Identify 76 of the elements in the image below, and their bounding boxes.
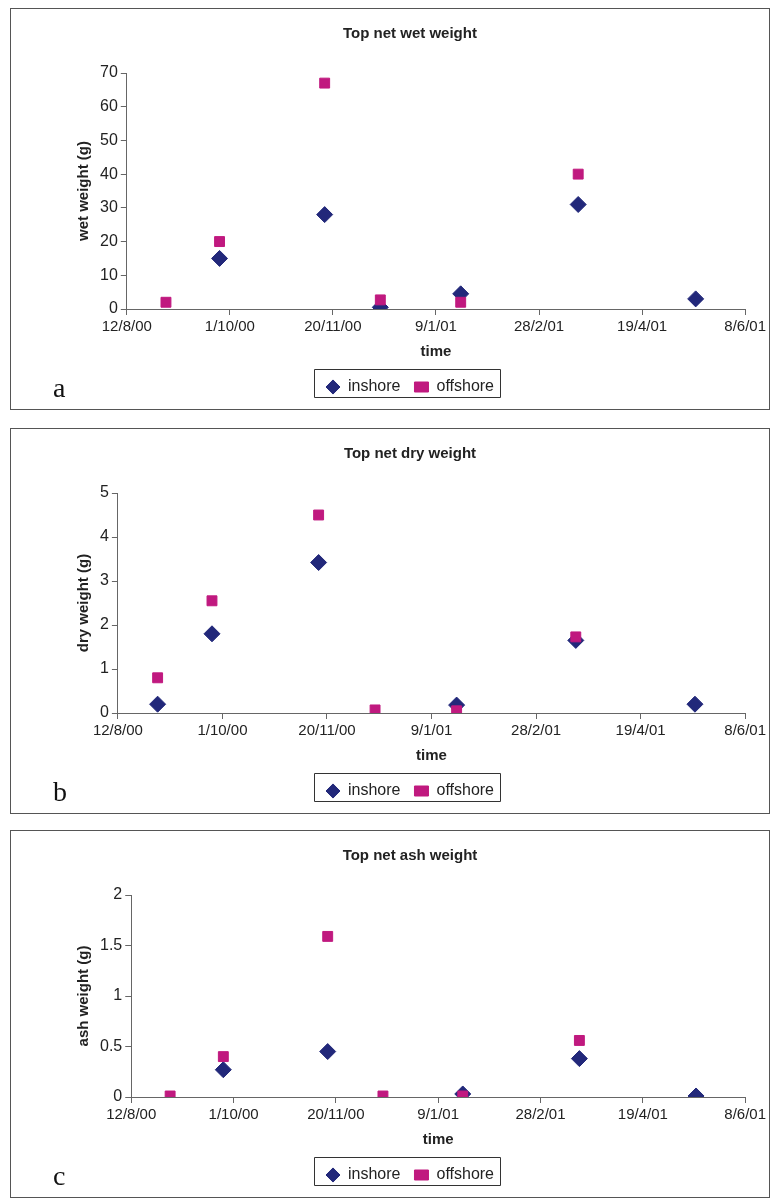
y-tick-label: 2 <box>113 885 123 903</box>
y-tick-label: 1 <box>99 659 109 677</box>
x-tick-label: 1/10/00 <box>204 317 255 335</box>
y-tick-label: 3 <box>99 571 109 589</box>
x-tick-label: 1/10/00 <box>197 721 248 739</box>
y-tick-label: 2 <box>99 615 109 633</box>
y-tick-label: 50 <box>100 130 118 148</box>
y-axis-title: dry weight (g) <box>74 553 92 653</box>
x-tick-label: 12/8/00 <box>101 317 152 335</box>
x-tick-label: 9/1/01 <box>410 721 453 739</box>
x-tick-label: 9/1/01 <box>417 1105 460 1123</box>
x-axis-title: time <box>420 342 452 360</box>
y-tick-label: 40 <box>100 164 118 182</box>
x-tick-label: 8/6/01 <box>724 1105 767 1123</box>
text: b <box>53 776 67 807</box>
legend-label: inshore <box>348 1165 401 1183</box>
y-tick-label: 1.5 <box>99 935 123 953</box>
y-axis-title: wet weight (g) <box>74 141 92 242</box>
x-tick-label: 9/1/01 <box>415 317 457 335</box>
y-tick-label: 20 <box>100 231 118 249</box>
y-tick-label: 4 <box>99 527 109 545</box>
y-tick-label: 0 <box>113 1087 123 1105</box>
chart-title: Top net dry weight <box>343 444 477 462</box>
x-tick-label: 8/6/01 <box>724 317 767 335</box>
x-tick-label: 12/8/00 <box>92 721 143 739</box>
x-axis-title: time <box>422 1130 454 1148</box>
point <box>374 294 386 306</box>
point <box>687 290 705 308</box>
point <box>455 296 467 308</box>
x-tick-label: 28/2/01 <box>515 1105 566 1123</box>
point <box>203 625 221 643</box>
x-tick-label: 20/11/00 <box>307 1105 365 1123</box>
x-tick-label: 20/11/00 <box>298 721 356 739</box>
point <box>211 249 229 267</box>
point <box>369 704 381 713</box>
y-tick-label: 5 <box>99 483 109 501</box>
point <box>149 695 167 713</box>
x-tick-label: 28/2/01 <box>514 317 565 335</box>
point <box>152 672 164 684</box>
legend-label: offshore <box>436 377 495 395</box>
legend-label: offshore <box>436 1165 495 1183</box>
point <box>316 206 334 224</box>
x-tick-label: 20/11/00 <box>304 317 362 335</box>
point <box>160 296 172 308</box>
y-axis-title: ash weight (g) <box>74 945 92 1047</box>
x-tick-label: 28/2/01 <box>511 721 562 739</box>
y-tick-label: 30 <box>100 198 118 216</box>
point <box>310 554 328 572</box>
point <box>686 695 704 713</box>
x-axis-title: time <box>416 746 447 764</box>
y-tick-label: 0 <box>99 703 109 721</box>
x-tick-label: 19/4/01 <box>617 317 668 335</box>
legend-label: offshore <box>436 781 495 799</box>
point <box>214 236 225 248</box>
x-tick-label: 1/10/00 <box>208 1105 259 1123</box>
x-tick-label: 19/4/01 <box>617 1105 668 1123</box>
point <box>313 509 325 521</box>
chart-title: Top net wet weight <box>343 24 477 42</box>
legend-label: inshore <box>348 377 401 395</box>
point <box>569 195 587 213</box>
text: a <box>53 372 66 403</box>
point <box>206 595 218 607</box>
y-tick-label: 70 <box>100 63 118 81</box>
chart-title: Top net ash weight <box>342 846 478 864</box>
x-tick-label: 8/6/01 <box>724 721 767 739</box>
legend-label: inshore <box>348 781 401 799</box>
y-tick-label: 1 <box>113 986 123 1004</box>
y-tick-label: 0 <box>108 299 118 317</box>
text: c <box>53 1160 66 1191</box>
y-tick-label: 60 <box>100 97 118 115</box>
x-tick-label: 19/4/01 <box>615 721 666 739</box>
x-tick-label: 12/8/00 <box>106 1105 157 1123</box>
point <box>319 77 331 89</box>
y-tick-label: 10 <box>100 265 118 283</box>
y-tick-label: 0.5 <box>99 1036 123 1054</box>
point <box>572 168 584 180</box>
